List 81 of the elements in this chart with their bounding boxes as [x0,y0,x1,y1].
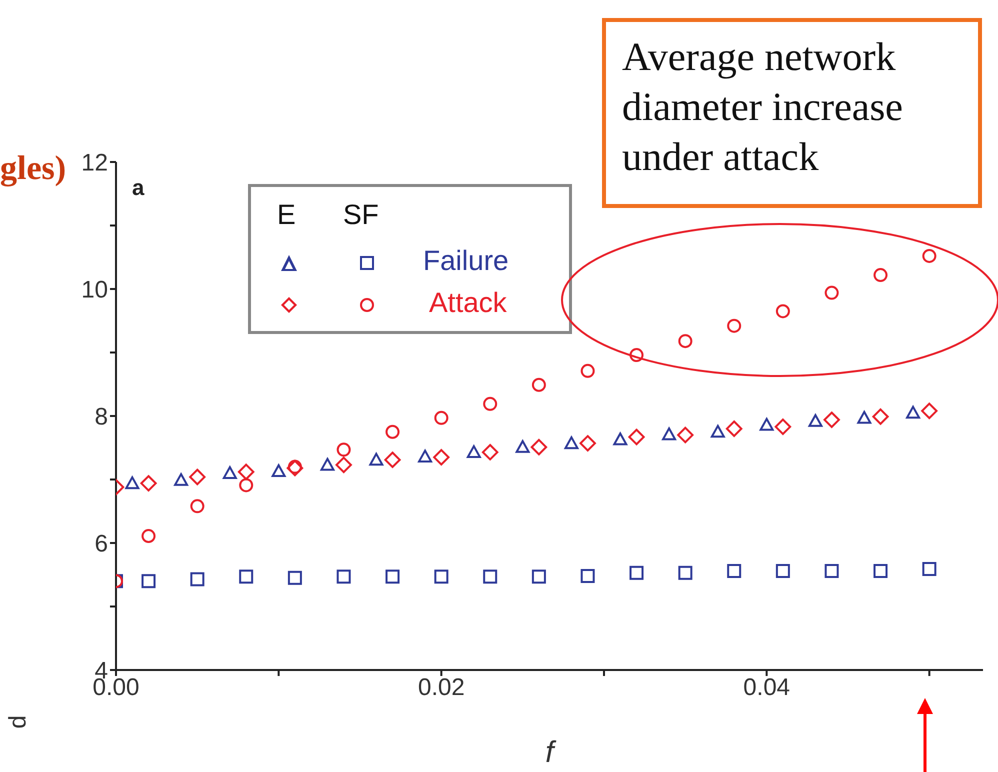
point [922,562,936,576]
legend-label: Attack [429,287,507,319]
point [386,424,400,439]
point [142,574,156,588]
point [238,464,254,480]
point [710,424,725,438]
point [189,468,206,486]
point [824,286,839,300]
annotation: a [132,175,144,201]
point [580,435,596,452]
y-tick-label: 12 [81,150,108,177]
point [760,418,774,431]
point [628,428,645,446]
point [776,304,790,318]
point [727,318,742,333]
point [190,572,204,586]
point [678,566,692,580]
point [774,418,792,435]
y-tick-label: 10 [81,276,108,304]
y-tick-label: 8 [94,404,108,431]
point [239,570,254,584]
point [906,406,920,419]
point [857,410,872,424]
point [530,438,548,456]
point [336,570,351,584]
point [776,564,790,578]
point [386,570,400,584]
point [630,566,644,580]
point [384,452,401,468]
point [613,432,628,446]
point [808,414,822,427]
point [580,569,595,584]
point [239,478,254,492]
point [369,452,384,466]
point [142,529,156,544]
point [921,402,938,420]
point [482,444,498,460]
point [320,458,334,471]
point [824,412,840,428]
annotation: SF [343,199,379,231]
point [483,396,498,411]
point [433,449,450,466]
point [922,248,936,263]
point [190,499,204,514]
point [336,456,352,474]
point [336,442,351,457]
text: gles) [0,150,66,188]
point [726,420,742,437]
point [630,348,644,362]
x-tick-label: 0.02 [418,674,465,702]
point [677,426,694,444]
point [532,570,546,584]
point [483,570,498,584]
point [532,378,546,392]
point [824,564,839,578]
annotation: E [277,199,296,231]
point [874,564,888,578]
point [516,440,530,453]
point [727,564,742,578]
point [288,570,302,585]
point [222,466,237,479]
point [874,268,888,282]
point [662,427,676,440]
point [678,334,692,348]
point [466,445,481,458]
point [125,476,140,490]
point [140,475,157,492]
legend-label: Failure [423,245,509,277]
y-tick-label: 6 [94,530,108,558]
point [174,473,188,486]
point [434,410,448,425]
annotation: Average network diameter increase under attack [602,18,982,208]
point [564,436,578,450]
point [272,464,286,478]
y-axis-title: d [4,715,33,729]
point [418,450,432,462]
point [434,570,448,584]
x-tick-label: 0.04 [743,674,790,702]
x-axis-title: f [545,736,556,769]
point [580,364,595,378]
point [872,408,889,425]
